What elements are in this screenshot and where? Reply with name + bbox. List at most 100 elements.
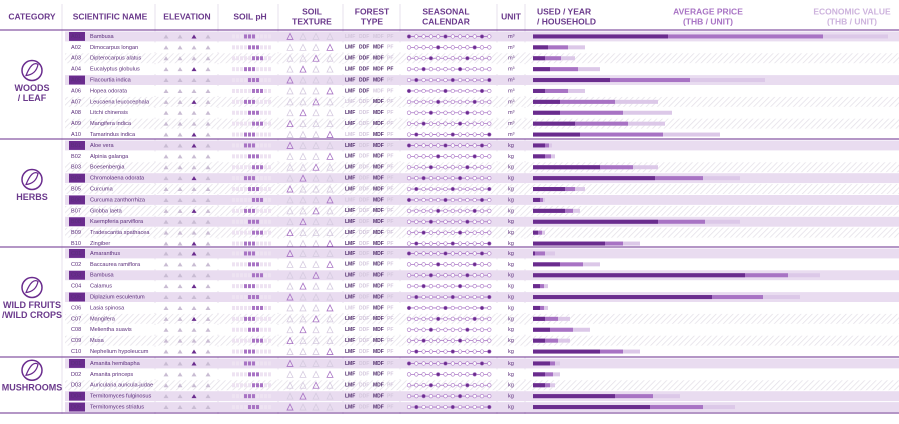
elevation-icon	[205, 295, 211, 300]
elevation-icon	[205, 88, 211, 93]
bar-used	[533, 143, 545, 148]
calendar-month	[414, 361, 419, 366]
soil-ph-cell	[260, 295, 263, 300]
calendar-month	[472, 165, 477, 170]
soil-ph-cell	[232, 154, 235, 159]
calendar-month	[487, 372, 492, 377]
row-unit: m³	[508, 99, 515, 105]
forest-type-label: MDF	[373, 56, 384, 62]
calendar-month	[428, 99, 434, 104]
soil-ph-cell	[264, 338, 267, 343]
soil-ph-cell	[232, 99, 235, 104]
forest-type-label: MDF	[373, 88, 384, 94]
calendar-month	[428, 241, 434, 246]
soil-ph-cell	[236, 349, 239, 354]
soil-ph-cell	[244, 327, 247, 332]
calendar-month	[421, 88, 426, 94]
bar-average-price	[533, 99, 615, 104]
calendar-month	[465, 110, 470, 115]
soil-ph-cell	[232, 187, 235, 192]
calendar-month	[479, 251, 485, 256]
soil-ph-cell	[264, 361, 267, 366]
soil-ph-cell	[264, 219, 267, 224]
calendar-month	[465, 197, 470, 203]
soil-texture-icon	[312, 54, 320, 62]
soil-ph-cell	[232, 241, 235, 246]
calendar-month	[428, 121, 434, 126]
row-name: Calamus	[90, 284, 112, 290]
calendar-month	[479, 241, 485, 246]
calendar-month	[406, 176, 412, 181]
calendar-month	[414, 176, 419, 181]
calendar-month	[487, 88, 492, 94]
soil-texture-icon	[312, 336, 320, 345]
calendar-month	[479, 316, 485, 321]
calendar-month	[414, 165, 419, 170]
soil-texture-icon	[312, 196, 320, 204]
calendar-month	[406, 338, 412, 343]
soil-ph-cell	[232, 67, 235, 72]
soil-texture-icon	[312, 228, 320, 237]
calendar-month	[406, 273, 412, 278]
soil-ph-cell	[268, 208, 271, 213]
calendar-month	[421, 197, 426, 203]
code-box	[69, 270, 85, 280]
soil-ph-cell	[252, 154, 255, 159]
soil-ph-cell	[260, 165, 263, 170]
calendar-month	[487, 132, 492, 137]
calendar-month	[443, 77, 448, 83]
calendar-month	[465, 88, 470, 94]
bar-used	[533, 273, 745, 278]
soil-texture-icon	[326, 403, 334, 411]
elevation-icon	[205, 241, 211, 246]
soil-ph-cell	[268, 165, 271, 170]
soil-ph-cell	[256, 383, 259, 388]
soil-ph-cell	[248, 372, 251, 377]
soil-ph-cell	[268, 241, 271, 246]
calendar-month	[436, 165, 441, 170]
elevation-icon	[191, 34, 197, 39]
soil-ph-cell	[264, 110, 267, 115]
soil-ph-cell	[252, 34, 255, 39]
calendar-month	[479, 404, 485, 410]
soil-ph-cell	[240, 34, 243, 39]
forest-type-label: PF	[387, 143, 393, 149]
row-unit: kg	[508, 262, 514, 268]
forest-type-label: LMF	[345, 208, 355, 214]
calendar-month	[443, 143, 448, 148]
forest-type-label: PF	[387, 99, 393, 105]
soil-ph-cell	[260, 349, 263, 354]
soil-ph-cell	[264, 394, 267, 399]
soil-texture-icon	[326, 206, 334, 215]
soil-ph-cell	[248, 34, 251, 39]
calendar-month	[443, 327, 448, 332]
soil-texture-icon	[286, 141, 294, 149]
calendar-month	[465, 186, 470, 192]
calendar-month	[428, 34, 434, 39]
soil-ph-cell	[232, 394, 235, 399]
calendar-month	[450, 110, 455, 115]
soil-texture-icon	[312, 271, 320, 279]
row-unit: m³	[508, 34, 515, 40]
elevation-icon	[205, 273, 211, 278]
soil-texture-icon	[286, 304, 294, 312]
soil-ph-cell	[236, 338, 239, 343]
elevation-icon	[163, 349, 169, 354]
calendar-month	[428, 305, 434, 311]
row-name: Bambusa	[90, 34, 115, 40]
elevation-icon	[205, 405, 211, 410]
calendar-month	[421, 67, 426, 72]
forest-type-label: PF	[387, 251, 393, 257]
calendar-month	[450, 219, 455, 224]
soil-texture-icon	[326, 130, 334, 138]
elevation-icon	[191, 295, 197, 300]
forest-type-label: DDF	[359, 251, 369, 257]
soil-ph-cell	[260, 208, 263, 213]
calendar-month	[414, 45, 419, 50]
calendar-month	[406, 208, 412, 213]
forest-type-label: MDF	[373, 349, 384, 355]
forest-type-label: MDF	[373, 175, 384, 181]
row-code: C06	[71, 305, 81, 311]
soil-ph-cell	[232, 295, 235, 300]
